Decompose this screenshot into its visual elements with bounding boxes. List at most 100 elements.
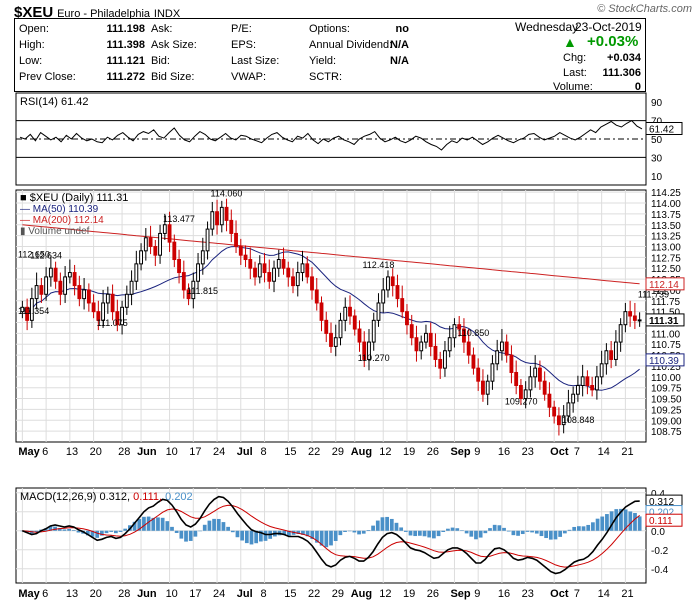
price-annotation: 110.270 [358,353,390,363]
volume-label: Volume: [553,81,593,93]
macd-histogram-bar [202,524,207,531]
macd-histogram-bar [394,522,399,531]
macd-x-axis-label: 8 [261,588,267,600]
macd-histogram-bar [146,516,151,531]
macd-histogram-bar [520,530,525,535]
macd-histogram-bar [446,528,450,531]
macd-histogram-bar [576,526,581,531]
price-annotation: 110.850 [457,328,489,338]
macd-histogram-bar [403,530,408,532]
macd-x-axis-label: 20 [90,588,102,600]
macd-histogram-bar [553,530,558,540]
open-label: Open: [19,23,49,35]
x-axis-label: Jul [237,446,253,458]
macd-histogram-bar [123,528,128,531]
macd-histogram-bar [296,530,301,534]
macd-histogram-bar [329,530,333,546]
price-tick-label: 114.25 [651,188,681,199]
x-axis-label: 28 [118,446,130,458]
candle-body [257,263,262,278]
rsi-tick-label: 30 [651,153,663,164]
macd-histogram-bar [586,524,591,531]
bid-label: Bid: [151,55,170,67]
price-right-box [645,353,685,367]
candle-body [618,324,623,343]
candle-body [414,337,419,352]
macd-histogram-bar [361,530,366,534]
x-axis-label: 8 [261,446,267,458]
macd-signal-line [22,504,641,568]
candle-body [167,224,172,243]
macd-x-axis-label: 23 [522,588,534,600]
candle-body [310,276,314,291]
candle-body [291,276,295,287]
macd-histogram-bar [455,528,460,531]
x-axis-label: 23 [522,446,534,458]
candle-body [476,367,481,382]
chg-value: +0.034 [607,52,641,64]
macd-histogram-bar [156,517,160,531]
macd-tick-label: 0.0 [651,527,665,538]
rsi-line [19,119,643,151]
macd-histogram-bar [249,530,254,545]
macd-histogram-bar [333,530,338,541]
options-value: no [395,23,409,35]
macd-histogram-bar [506,530,511,532]
macd-x-axis-label: Sep [450,588,470,600]
candle-body [262,263,267,274]
candle-body [590,385,595,391]
macd-histogram-bar [174,530,179,533]
macd-x-axis-label: 28 [118,588,130,600]
candle-body [20,306,25,313]
macd-histogram-bar [534,530,539,534]
low-value: 111.121 [106,55,145,67]
candle-body [329,332,333,347]
candle-body [381,289,386,304]
candle-body [352,315,357,330]
candle-body [343,306,348,321]
candle-body [481,380,485,395]
price-right-label: 110.39 [649,356,679,367]
candle-body [424,332,428,343]
candle-body [324,319,329,334]
macd-right-label: 0.202 [649,508,674,519]
macd-histogram-bar [179,530,184,539]
macd-x-axis-label: 14 [598,588,610,600]
price-tick-label: 112.50 [651,264,681,275]
price-annotation: 111.815 [187,286,218,296]
macd-histogram-bar [324,530,329,548]
price-tick-label: 109.25 [651,405,682,416]
macd-histogram-bar [483,530,488,534]
candle-body [96,311,101,321]
candle-body [447,337,452,352]
candle-body [158,232,162,256]
high-value: 111.398 [106,39,145,51]
rsi-last-box [645,121,683,135]
macd-histogram-bar [212,518,216,531]
x-axis-label: 29 [332,446,344,458]
macd-histogram-bar [399,527,404,531]
price-tick-label: 113.00 [651,242,681,253]
eps-label: EPS: [231,39,257,51]
macd-histogram-bar [591,522,595,531]
macd-x-axis-label: Aug [351,588,372,600]
macd-histogram-bar [488,528,492,531]
candle-body [72,272,77,287]
macd-histogram-bar [427,530,432,538]
candle-body [471,354,476,369]
candle-body [362,341,367,360]
candle-body [172,241,177,261]
macd-histogram-bar [165,521,170,531]
candle-body [485,380,490,395]
candle-body [632,315,637,321]
macd-histogram-bar [558,530,563,537]
macd-title: MACD(12,26,9) 0.312, 0.111, 0.202 [20,491,193,503]
macd-histogram-bar [441,530,446,532]
quote-box: Open: 111.198 High: 111.398 Low: 111.121… [14,18,646,93]
macd-histogram-bar [235,530,240,538]
rsi-last-label: 61.42 [649,124,674,135]
price-tick-label: 114.00 [651,199,681,210]
candle-body [367,341,371,360]
macd-histogram-bar [118,530,123,532]
macd-histogram-bar [347,530,352,532]
